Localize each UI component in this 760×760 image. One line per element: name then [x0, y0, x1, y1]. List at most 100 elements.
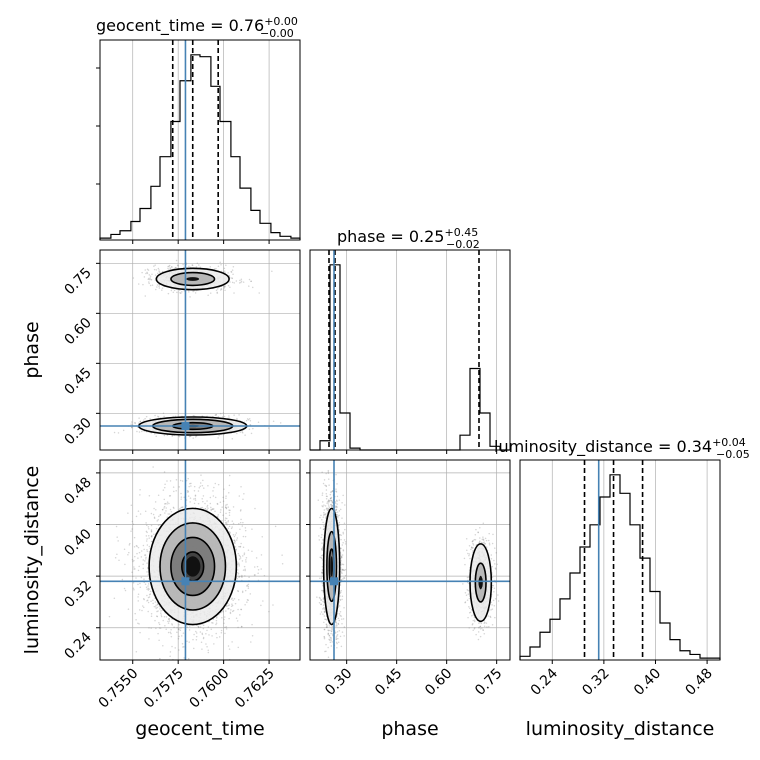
sample-point — [233, 598, 236, 600]
sample-point — [231, 277, 234, 280]
sample-point — [139, 488, 141, 491]
sample-point — [192, 290, 194, 293]
sample-point — [237, 626, 239, 629]
frame-hist-phase — [309, 249, 511, 451]
sample-point — [249, 420, 252, 422]
sample-point — [197, 502, 200, 505]
sample-point — [231, 437, 234, 440]
sample-point — [222, 514, 224, 516]
sample-point — [227, 272, 229, 274]
sample-point — [244, 603, 246, 606]
sample-point — [187, 491, 189, 494]
sample-point — [214, 510, 216, 512]
sample-point — [130, 530, 132, 532]
sample-point — [229, 532, 232, 534]
sample-point — [216, 292, 219, 294]
sample-point — [225, 507, 228, 509]
sample-point — [169, 267, 171, 269]
sample-point — [238, 545, 240, 548]
sample-point — [246, 418, 249, 420]
sample-point — [216, 291, 218, 294]
sample-point — [179, 289, 181, 292]
sample-point — [171, 624, 174, 626]
sample-point — [200, 506, 202, 509]
sample-point — [212, 508, 215, 510]
sample-point — [138, 431, 141, 433]
sample-point — [178, 628, 180, 631]
sample-point — [254, 663, 256, 665]
sample-point — [214, 496, 217, 499]
sample-point — [216, 616, 218, 618]
sample-point — [148, 638, 150, 640]
sample-point — [177, 264, 180, 267]
sample-point — [151, 284, 154, 286]
sample-point — [195, 630, 197, 633]
sample-point — [239, 614, 241, 616]
sample-point — [198, 487, 201, 489]
sample-point — [140, 556, 143, 558]
sample-point — [217, 416, 220, 418]
sample-point — [143, 578, 145, 580]
sample-point — [226, 503, 228, 506]
sample-point — [132, 277, 135, 279]
sample-point — [233, 282, 235, 284]
sample-point — [257, 572, 259, 575]
sample-point — [156, 286, 158, 288]
sample-point — [136, 552, 138, 555]
sample-point — [149, 590, 152, 593]
sample-point — [194, 499, 197, 501]
sample-point — [197, 625, 199, 627]
sample-point — [244, 575, 246, 577]
sample-point — [217, 516, 219, 518]
sample-point — [146, 544, 149, 546]
sample-point — [146, 538, 148, 540]
sample-point — [232, 265, 235, 268]
sample-point — [168, 620, 171, 622]
sample-point — [154, 606, 157, 608]
sample-point — [228, 509, 230, 511]
sample-point — [193, 490, 196, 492]
sample-point — [175, 266, 177, 269]
sample-point — [157, 524, 160, 526]
sample-point — [137, 510, 140, 512]
sample-point — [242, 535, 245, 538]
sample-point — [194, 494, 197, 496]
sample-point — [129, 542, 131, 545]
sample-point — [235, 280, 238, 282]
sample-point — [144, 417, 146, 420]
sample-point — [223, 415, 226, 418]
sample-point — [150, 535, 153, 538]
sample-point — [168, 618, 170, 621]
sample-point — [206, 646, 208, 648]
sample-point — [230, 609, 232, 611]
y-tick-label: 0.60 — [61, 315, 94, 348]
sample-point — [169, 651, 172, 653]
sample-point — [150, 279, 153, 281]
sample-point — [211, 635, 213, 637]
sample-point — [231, 269, 234, 271]
sample-point — [148, 278, 151, 281]
sample-point — [139, 582, 141, 585]
sample-point — [137, 557, 139, 559]
sample-point — [148, 274, 151, 276]
sample-point — [241, 590, 244, 592]
sample-point — [163, 507, 165, 509]
sample-point — [240, 280, 243, 282]
sample-point — [143, 419, 145, 421]
sample-point — [157, 632, 159, 635]
sample-point — [230, 605, 233, 607]
sample-point — [219, 501, 222, 503]
sample-point — [187, 490, 190, 493]
sample-point — [231, 281, 234, 284]
sample-point — [132, 587, 135, 590]
sample-point — [178, 486, 180, 488]
y-tick-label: 0.75 — [61, 265, 94, 298]
sample-point — [161, 289, 163, 291]
sample-point — [206, 504, 209, 507]
sample-point — [146, 600, 148, 602]
sample-point — [163, 498, 166, 501]
sample-point — [248, 417, 251, 420]
sample-point — [231, 610, 234, 613]
sample-point — [158, 515, 160, 518]
sample-point — [245, 419, 248, 422]
